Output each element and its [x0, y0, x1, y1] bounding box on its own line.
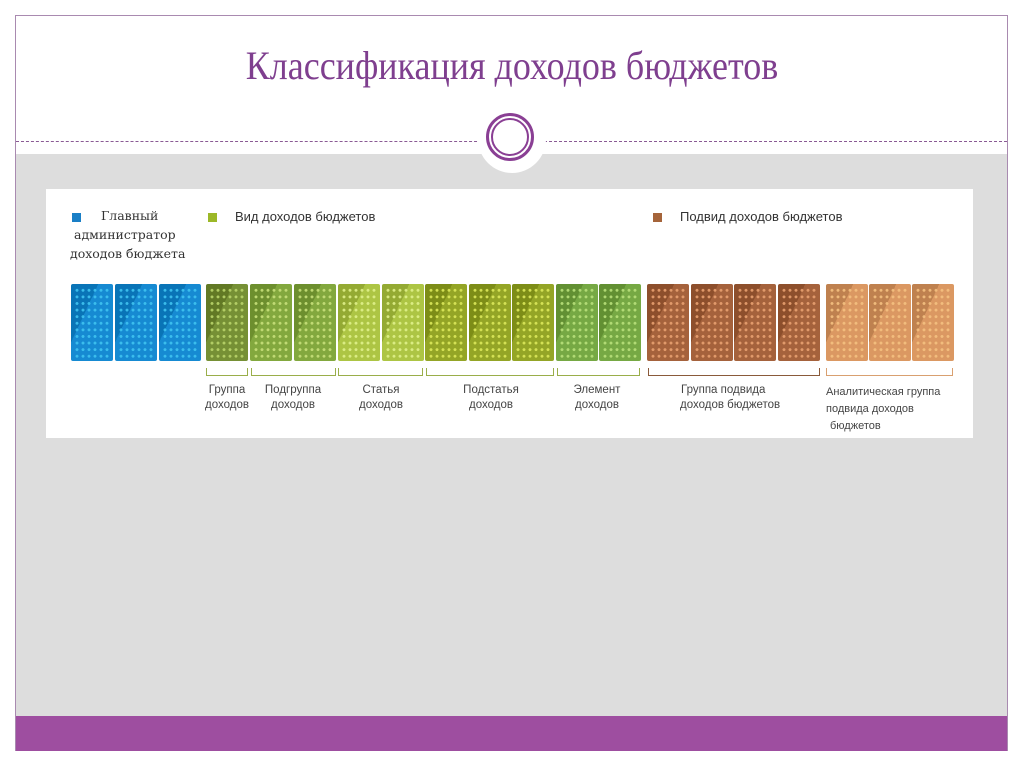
- code-block: [778, 284, 820, 361]
- code-block: [599, 284, 641, 361]
- legend-square-type-icon: [208, 213, 217, 222]
- block-dot-pattern: [74, 287, 110, 358]
- code-block: [469, 284, 511, 361]
- legend-admin-line1: Главный: [101, 208, 159, 223]
- code-block: [734, 284, 776, 361]
- label-subgroup-line1: Подгруппа: [264, 384, 322, 396]
- legend-square-admin-icon: [72, 213, 81, 222]
- code-block: [159, 284, 201, 361]
- block-dot-pattern: [515, 287, 551, 358]
- code-block: [912, 284, 954, 361]
- block-dot-pattern: [602, 287, 638, 358]
- code-block: [647, 284, 689, 361]
- label-element-line1: Элемент: [573, 384, 621, 396]
- label-subarticle-line1: Подстатья: [463, 384, 519, 396]
- bracket-group: [206, 368, 248, 376]
- label-subarticle: Подстатья доходов: [448, 383, 534, 413]
- code-block: [250, 284, 292, 361]
- label-article-line1: Статья: [362, 384, 400, 396]
- block-dot-pattern: [872, 287, 908, 358]
- code-block: [512, 284, 554, 361]
- block-dot-pattern: [428, 287, 464, 358]
- label-article-line2: доходов: [359, 399, 403, 411]
- block-dot-pattern: [162, 287, 198, 358]
- block-dot-pattern: [472, 287, 508, 358]
- label-subtype-group-line2: доходов бюджетов: [680, 399, 781, 411]
- label-analytic-line2: подвида доходов: [826, 403, 914, 415]
- ornament-inner-ring-icon: [491, 118, 529, 156]
- block-dot-pattern: [650, 287, 686, 358]
- block-dot-pattern: [385, 287, 421, 358]
- ornament-ring-icon: [486, 113, 534, 161]
- legend-admin-line3: доходов бюджета: [70, 246, 186, 261]
- block-dot-pattern: [781, 287, 817, 358]
- legend-type-label: Вид доходов бюджетов: [235, 209, 376, 224]
- bracket-element: [557, 368, 640, 376]
- code-block: [115, 284, 157, 361]
- label-subtype-group: Группа подвида доходов бюджетов: [680, 383, 820, 413]
- block-dot-pattern: [829, 287, 865, 358]
- dashed-divider-left: [16, 141, 482, 142]
- slide-title: Классификация доходов бюджетов: [245, 43, 779, 88]
- dashed-divider-right: [544, 141, 1007, 142]
- code-block: [556, 284, 598, 361]
- block-dot-pattern: [341, 287, 377, 358]
- block-dot-pattern: [737, 287, 773, 358]
- block-dot-pattern: [209, 287, 245, 358]
- block-dot-pattern: [118, 287, 154, 358]
- code-block: [382, 284, 424, 361]
- label-analytic-line3: бюджетов: [830, 420, 881, 432]
- legend-subtype-label: Подвид доходов бюджетов: [680, 209, 843, 224]
- code-block: [206, 284, 248, 361]
- legend-admin-line2: администратор: [74, 227, 176, 242]
- legend-square-subtype-icon: [653, 213, 662, 222]
- code-block: [425, 284, 467, 361]
- block-dot-pattern: [559, 287, 595, 358]
- label-element: Элемент доходов: [556, 383, 638, 413]
- code-block: [338, 284, 380, 361]
- footer-bar: [16, 716, 1007, 751]
- label-group-line2: доходов: [205, 399, 249, 411]
- label-analytic-group: Аналитическая группа подвида доходов бюд…: [826, 384, 966, 435]
- code-block: [294, 284, 336, 361]
- code-block: [71, 284, 113, 361]
- bracket-analytic-group: [826, 368, 953, 376]
- label-article: Статья доходов: [341, 383, 421, 413]
- block-dot-pattern: [694, 287, 730, 358]
- block-dot-pattern: [915, 287, 951, 358]
- label-subtype-group-line1: Группа подвида: [681, 384, 766, 396]
- bracket-article: [338, 368, 423, 376]
- label-subgroup-line2: доходов: [271, 399, 315, 411]
- code-block: [691, 284, 733, 361]
- block-dot-pattern: [253, 287, 289, 358]
- code-block: [869, 284, 911, 361]
- label-analytic-line1: Аналитическая группа: [826, 386, 941, 398]
- code-block: [826, 284, 868, 361]
- block-dot-pattern: [297, 287, 333, 358]
- label-group: Группа доходов: [198, 383, 256, 413]
- label-element-line2: доходов: [575, 399, 619, 411]
- label-subarticle-line2: доходов: [469, 399, 513, 411]
- label-group-line1: Группа: [208, 384, 246, 396]
- bracket-subgroup: [251, 368, 336, 376]
- bracket-subtype-group: [648, 368, 820, 376]
- bracket-subarticle: [426, 368, 554, 376]
- label-subgroup: Подгруппа доходов: [257, 383, 329, 413]
